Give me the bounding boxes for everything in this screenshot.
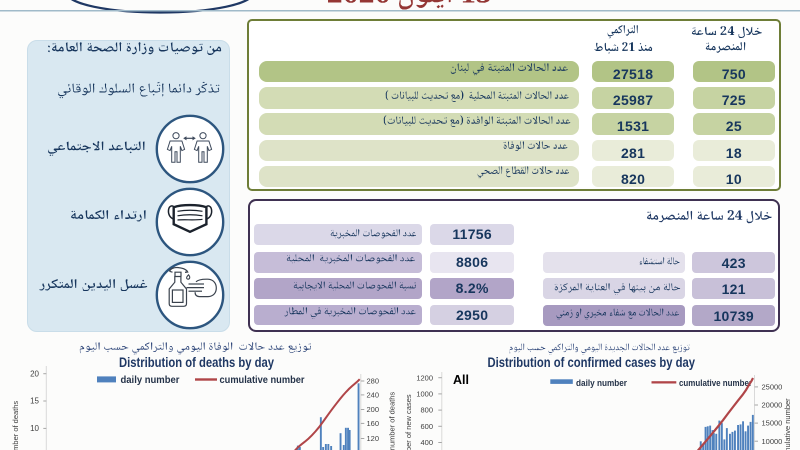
svg-text:1000: 1000 (416, 390, 433, 399)
svg-text:10000: 10000 (762, 437, 783, 446)
svg-text:Distribution of confirmed case: Distribution of confirmed cases by day (488, 355, 696, 370)
svg-text:All: All (453, 373, 469, 387)
svg-text:600: 600 (420, 422, 433, 431)
svg-text:280: 280 (367, 377, 380, 386)
svg-text:20: 20 (30, 369, 39, 378)
svg-text:1200: 1200 (416, 373, 433, 382)
svg-text:Distribution of deaths by day: Distribution of deaths by day (119, 355, 274, 370)
svg-text:15: 15 (30, 397, 39, 406)
svg-text:number of deaths: number of deaths (11, 401, 20, 450)
svg-text:160: 160 (367, 419, 380, 428)
svg-text:cumulative number of deaths: cumulative number of deaths (388, 392, 397, 450)
svg-text:120: 120 (367, 434, 380, 443)
svg-text:daily number: daily number (121, 374, 180, 386)
svg-text:cumulative number: cumulative number (783, 398, 792, 450)
svg-text:20000: 20000 (762, 401, 783, 410)
svg-text:cumulative number: cumulative number (679, 378, 752, 388)
svg-text:400: 400 (420, 438, 433, 447)
svg-text:15000: 15000 (762, 419, 783, 428)
svg-text:cumulative number: cumulative number (220, 374, 305, 386)
svg-text:25000: 25000 (762, 383, 783, 392)
svg-text:800: 800 (420, 406, 433, 415)
svg-text:240: 240 (367, 391, 380, 400)
svg-text:number of new cases: number of new cases (404, 394, 413, 450)
svg-text:daily number: daily number (576, 378, 627, 388)
svg-text:200: 200 (367, 405, 380, 414)
svg-text:10: 10 (30, 424, 39, 433)
